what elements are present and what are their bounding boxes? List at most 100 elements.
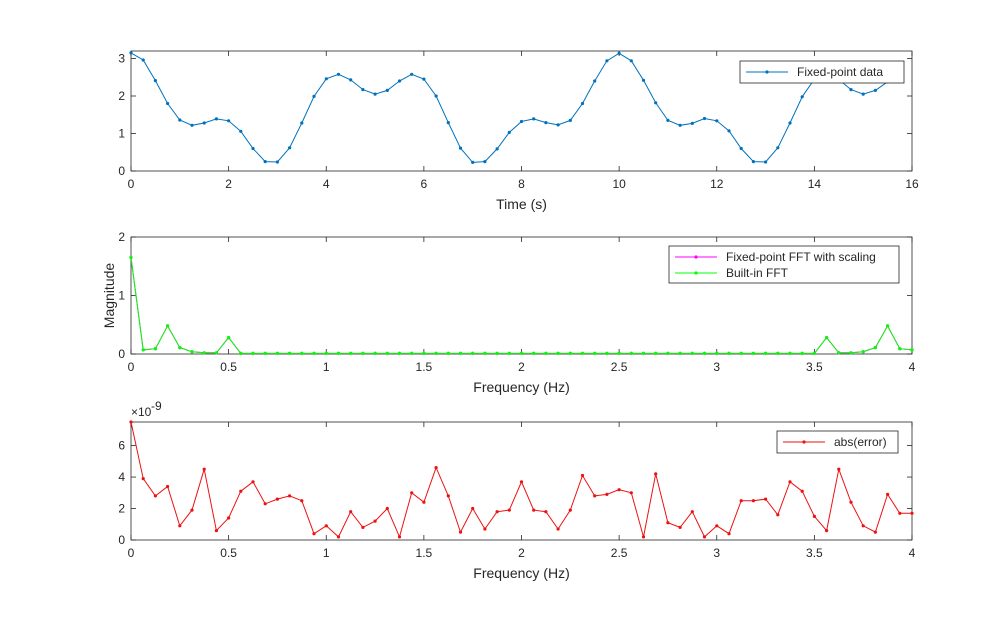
data-point — [495, 351, 499, 355]
data-point — [629, 351, 633, 355]
x-tick-label: 1.5 — [416, 360, 433, 374]
data-point — [886, 492, 890, 496]
data-point — [483, 527, 487, 531]
x-tick-label: 14 — [808, 177, 822, 191]
data-point — [776, 513, 780, 517]
data-point — [495, 510, 499, 514]
data-point — [886, 324, 890, 328]
data-point — [251, 480, 255, 484]
data-point — [751, 499, 756, 503]
data-point — [593, 79, 597, 83]
data-point — [251, 146, 255, 151]
data-point — [275, 351, 279, 355]
data-point — [727, 129, 731, 133]
data-point — [373, 519, 377, 523]
data-point — [446, 351, 450, 355]
legend: abs(error) — [776, 430, 899, 454]
data-point — [849, 500, 853, 504]
data-point — [678, 351, 682, 355]
data-point — [666, 521, 670, 525]
data-point — [446, 121, 450, 125]
data-point — [336, 535, 341, 539]
y-tick-label: 6 — [118, 439, 125, 453]
data-point — [593, 494, 597, 498]
x-tick-label: 2 — [225, 177, 232, 191]
data-point — [629, 491, 633, 495]
data-point — [568, 351, 572, 355]
data-point — [324, 77, 328, 81]
data-point — [764, 351, 768, 355]
data-point — [239, 489, 243, 493]
series-1 — [129, 420, 914, 539]
data-point — [727, 532, 731, 536]
data-point — [214, 529, 218, 533]
y-exponent-base: ×10 — [131, 405, 152, 419]
data-point — [410, 351, 414, 355]
legend: Fixed-point data — [739, 60, 905, 84]
data-point — [471, 351, 475, 355]
data-point — [288, 351, 292, 355]
data-point — [532, 117, 536, 121]
legend-label: Fixed-point FFT with scaling — [726, 250, 876, 264]
data-point — [458, 146, 463, 150]
y-exponent-power: -9 — [151, 399, 162, 413]
legend-marker — [694, 255, 698, 259]
x-tick-label: 3 — [713, 546, 720, 560]
axes-3: 0 0.5 1 1.5 2 2.5 3 3.5 4 0 2 4 6 Frequency (Hz) ×10 -9… — [118, 399, 915, 581]
y-tick-label: 2 — [118, 502, 125, 516]
data-point — [910, 348, 914, 352]
data-point — [764, 160, 768, 164]
data-point — [751, 160, 756, 164]
data-point — [873, 88, 878, 92]
data-point — [434, 466, 438, 470]
data-point — [361, 351, 365, 355]
data-point — [324, 351, 328, 355]
data-point — [568, 508, 572, 512]
data-point — [690, 121, 694, 125]
y-tick-label: 4 — [118, 470, 125, 484]
data-point — [153, 347, 157, 351]
data-point — [336, 351, 341, 355]
data-point — [617, 488, 621, 492]
data-point — [825, 336, 829, 340]
x-tick-label: 6 — [421, 177, 428, 191]
data-point — [519, 351, 524, 355]
y-tick-label: 2 — [118, 230, 125, 244]
data-point — [227, 336, 231, 340]
data-point — [263, 351, 267, 355]
x-tick-label: 0.5 — [220, 360, 237, 374]
data-point — [434, 351, 438, 355]
data-point — [605, 351, 609, 355]
data-point — [800, 489, 804, 493]
y-tick-label: 3 — [118, 52, 125, 66]
data-point — [751, 351, 756, 355]
data-point — [129, 420, 133, 424]
data-point — [690, 510, 694, 514]
data-point — [483, 351, 487, 355]
data-point — [471, 506, 475, 511]
data-point — [702, 351, 707, 355]
legend-label: abs(error) — [834, 435, 887, 449]
x-tick-label: 3.5 — [806, 546, 823, 560]
data-point — [898, 511, 902, 515]
data-point — [141, 348, 145, 352]
data-point — [361, 88, 365, 92]
data-point — [178, 346, 182, 350]
data-point — [788, 351, 792, 355]
data-point — [190, 123, 194, 127]
data-point — [214, 117, 218, 121]
data-point — [666, 351, 670, 355]
legend-marker — [694, 271, 698, 275]
x-tick-label: 0 — [128, 546, 135, 560]
data-point — [641, 351, 646, 355]
data-point — [361, 525, 365, 530]
data-point — [788, 121, 792, 125]
y-tick-label: 1 — [118, 127, 125, 141]
x-axis-label: Time (s) — [496, 196, 547, 212]
x-tick-label: 0.5 — [220, 546, 237, 560]
data-point — [227, 119, 231, 123]
data-point — [788, 480, 792, 484]
data-point — [580, 351, 585, 355]
data-point — [166, 101, 170, 106]
